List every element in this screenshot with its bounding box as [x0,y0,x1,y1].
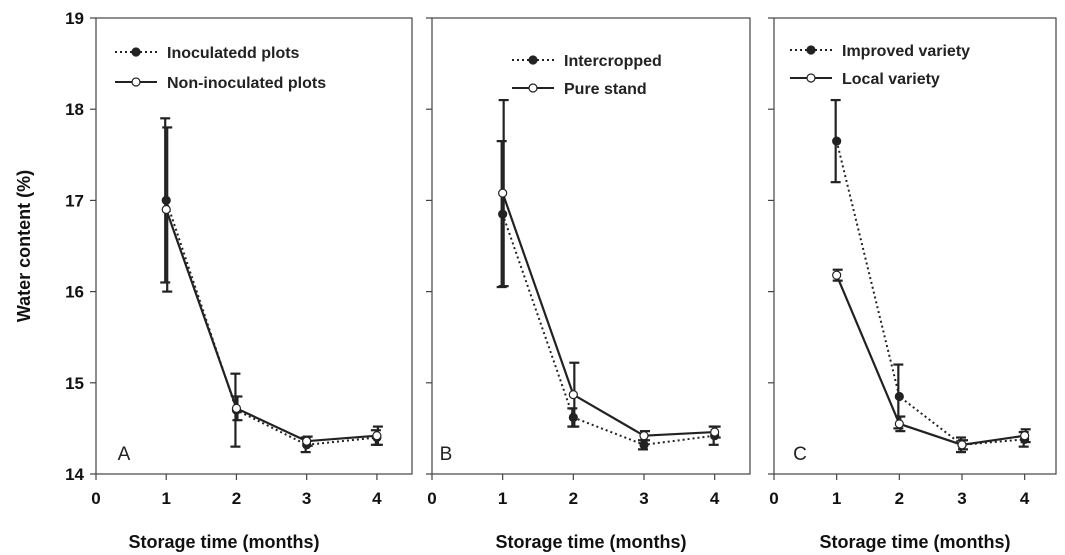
x-tick-label: 2 [232,489,241,508]
x-tick-label: 3 [957,489,966,508]
data-point [710,427,720,437]
series-line-2 [835,274,1025,446]
y-tick-label: 18 [65,100,84,119]
legend-marker [528,55,538,65]
data-point [639,440,649,450]
series-line-1 [835,140,1025,446]
legend-marker [806,45,816,55]
legend-label: Intercropped [564,53,662,70]
legend-marker [806,73,816,83]
data-point [957,440,967,450]
data-point [894,391,904,402]
plot-frame [431,17,751,475]
y-tick-label: 16 [65,283,84,302]
x-tick-label: 0 [91,489,100,508]
series-line-1 [501,213,715,446]
panel-label: C [793,444,807,465]
data-point [639,431,649,441]
y-tick-label: 19 [65,9,84,28]
x-tick-label: 1 [832,489,841,508]
x-tick-label: 0 [769,489,778,508]
data-point [1020,431,1030,441]
panel-label: A [118,444,131,465]
x-tick-label: 0 [427,489,436,508]
legend-label: Pure stand [564,81,647,98]
series-line-2 [165,209,377,443]
legend-label: Non-inoculated plots [167,75,326,92]
y-tick-label: 14 [65,465,84,484]
x-tick-label: 2 [569,489,578,508]
x-axis-title: Storage time (months) [819,532,1010,552]
series-line-2 [501,192,715,437]
legend-marker [528,83,538,93]
panel-c: 0 1 2 3 4 Storage time (months) Improved varie… [768,17,1057,552]
panel-a: 14 15 16 17 18 19 0 1 2 3 4 Storage time (months) Wa… [14,9,413,552]
data-point [372,431,382,441]
legend-marker [131,47,141,57]
data-point [161,204,171,215]
x-tick-label: 4 [710,489,720,508]
y-axis-title: Water content (%) [14,170,34,322]
x-tick-label: 1 [161,489,170,508]
legend-label: Inoculatedd plots [167,45,300,62]
panel-b: 0 1 2 3 4 Storage time (months) Intercropped Pu… [426,17,751,552]
x-axis-title: Storage time (months) [495,532,686,552]
legend-marker [131,77,141,87]
data-point [832,136,842,146]
x-tick-label: 4 [372,489,382,508]
x-tick-label: 3 [639,489,648,508]
data-point [832,270,842,280]
data-point [568,390,578,400]
x-tick-label: 1 [498,489,507,508]
x-tick-label: 3 [302,489,311,508]
x-tick-label: 4 [1020,489,1030,508]
data-point [231,403,242,413]
y-tick-label: 15 [65,374,84,393]
plot-frame [95,17,413,475]
legend-label: Local variety [842,71,940,88]
series-line-1 [165,200,377,446]
legend-label: Improved variety [842,43,970,60]
data-point [894,419,904,429]
panel-label: B [440,444,453,465]
data-point [498,188,508,198]
x-tick-label: 2 [895,489,904,508]
x-axis-title: Storage time (months) [128,532,319,552]
plot-frame [773,17,1057,475]
data-point [302,436,312,446]
y-tick-label: 17 [65,191,84,210]
